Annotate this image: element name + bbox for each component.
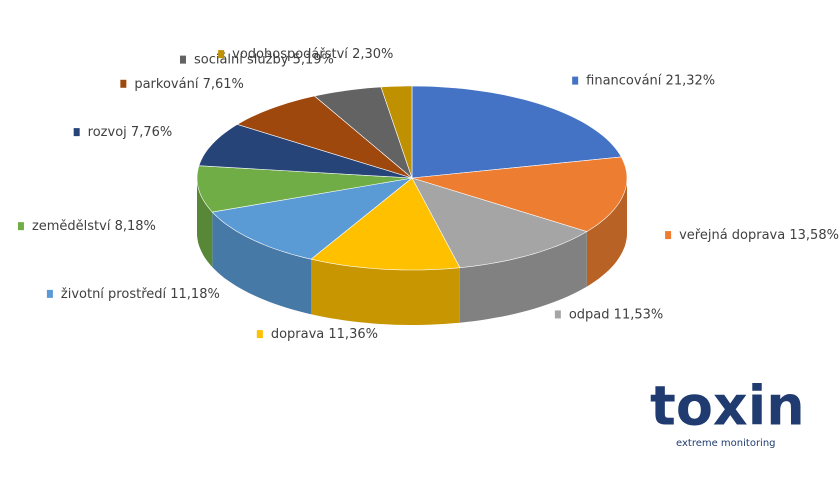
slice: [196, 165, 413, 213]
slice-side: [459, 231, 587, 323]
legend-marker: [120, 79, 127, 88]
pie-tops: [196, 85, 628, 271]
data-label: parkování 7,61%: [134, 76, 244, 91]
category-label: životní prostředí: [61, 286, 167, 301]
slice: [198, 124, 413, 179]
data-label: odpad 11,53%: [569, 307, 663, 322]
category-label: parkování: [134, 76, 198, 91]
pie-sides: [197, 178, 627, 325]
slice: [411, 85, 622, 179]
value-label: 8,18%: [115, 219, 156, 234]
legend-marker: [665, 231, 672, 240]
slice-side: [212, 212, 311, 315]
data-label: vodohospodářství 2,30%: [232, 47, 393, 62]
data-label: financování 21,32%: [586, 73, 715, 88]
category-label: veřejná doprava: [679, 228, 785, 243]
slice: [411, 156, 628, 232]
slice-side: [311, 259, 460, 325]
value-label: 11,53%: [614, 307, 664, 322]
legend-marker: [179, 55, 186, 64]
logo-title: toxin: [650, 375, 805, 438]
slice: [380, 85, 413, 179]
slice: [211, 177, 414, 260]
slice: [313, 86, 413, 179]
value-label: 5,19%: [293, 52, 334, 67]
value-label: 13,58%: [789, 228, 839, 243]
value-label: 2,30%: [352, 47, 393, 62]
legend-marker: [218, 50, 225, 59]
labels: financování 21,32% veřejná doprava 13,58%…: [17, 47, 839, 342]
value-label: 21,32%: [666, 73, 716, 88]
category-label: zemědělství: [32, 219, 111, 234]
category-label: vodohospodářství: [232, 47, 348, 62]
legend-marker: [46, 289, 53, 298]
category-label: odpad: [569, 307, 610, 322]
value-label: 11,36%: [328, 327, 378, 342]
data-label: sociální služby 5,19%: [194, 52, 334, 67]
category-label: rozvoj: [88, 125, 127, 140]
legend-marker: [73, 128, 80, 137]
value-label: 7,61%: [203, 76, 244, 91]
slice: [310, 177, 461, 271]
legend-marker: [17, 222, 24, 231]
value-label: 11,18%: [170, 286, 220, 301]
data-label: rozvoj 7,76%: [88, 125, 173, 140]
slice: [411, 177, 588, 269]
data-label: zemědělství 8,18%: [32, 219, 156, 234]
legend-marker: [554, 310, 561, 319]
slice-side: [197, 178, 213, 268]
legend-marker: [572, 76, 579, 85]
legend-marker: [256, 330, 263, 339]
slice-side: [586, 178, 627, 287]
category-label: sociální služby: [194, 52, 289, 67]
category-label: financování: [586, 73, 662, 88]
slice: [236, 95, 413, 179]
data-label: veřejná doprava 13,58%: [679, 228, 839, 243]
logo-subtitle: extreme monitoring: [676, 438, 776, 449]
data-label: životní prostředí 11,18%: [61, 286, 220, 301]
category-label: doprava: [271, 327, 324, 342]
data-label: doprava 11,36%: [271, 327, 378, 342]
value-label: 7,76%: [131, 125, 172, 140]
